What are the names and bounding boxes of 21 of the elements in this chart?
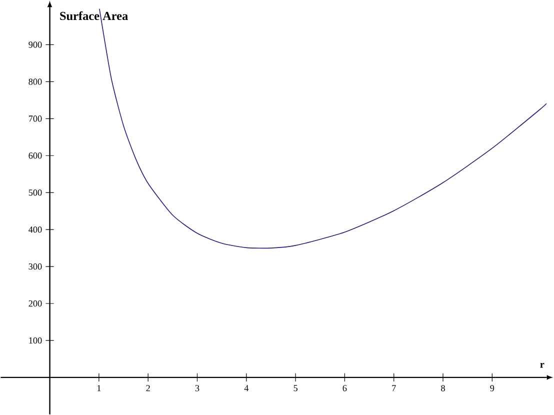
y-tick-label: 100: [29, 337, 42, 344]
x-tick-label: 1: [97, 385, 101, 392]
y-tick-label: 900: [28, 42, 42, 48]
x-tick-label: 9: [490, 385, 494, 392]
x-tick-label: 2: [146, 385, 150, 392]
x-tick-label: 5: [294, 385, 298, 392]
y-axis-title: Surface Area: [60, 11, 128, 20]
y-tick-label: 600: [28, 152, 42, 159]
y-tick-label: 400: [28, 226, 42, 233]
x-tick-label: 6: [342, 385, 347, 392]
x-axis-title: r: [540, 362, 544, 368]
y-tick-label: 500: [28, 189, 42, 196]
y-tick-label: 300: [28, 263, 42, 270]
y-tick-label: 800: [28, 78, 42, 85]
x-tick-label: 8: [441, 385, 445, 392]
line-series: [99, 8, 547, 249]
x-tick-label: 3: [195, 385, 200, 392]
x-tick-label: 7: [392, 385, 396, 392]
y-tick-label: 200: [28, 300, 42, 307]
y-tick-label: 700: [28, 116, 42, 122]
x-tick-label: 4: [244, 385, 249, 392]
